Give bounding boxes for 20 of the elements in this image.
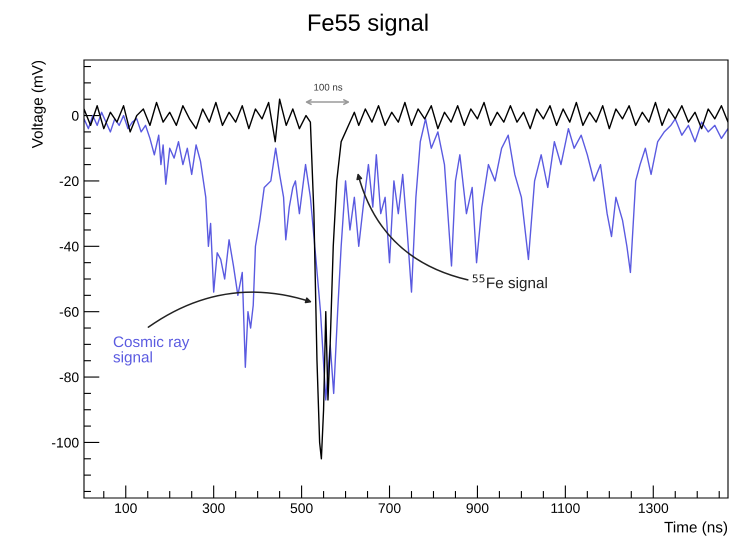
x-tick-label: 500 <box>290 503 313 514</box>
annotation: Cosmic ray signal <box>113 336 190 366</box>
annotation: 100 ns <box>314 84 342 91</box>
x-tick-label: 1100 <box>551 503 580 514</box>
x-tick-label: 700 <box>378 503 401 514</box>
x-tick-label: 1300 <box>638 503 668 514</box>
y-tick-label: -100 <box>52 438 79 448</box>
y-tick-label: 0 <box>72 110 79 121</box>
x-tick-label: 900 <box>466 503 488 514</box>
x-tick-label: 100 <box>115 503 137 514</box>
x-axis-title: Time (ns) <box>664 521 728 536</box>
y-tick-label: -40 <box>60 242 79 252</box>
y-axis-title: Voltage (mV) <box>32 60 46 148</box>
line-series <box>84 112 728 401</box>
annotation: $^{55}$Fe signal <box>472 274 547 292</box>
y-tick-label: -60 <box>60 307 79 317</box>
chart-title: Fe55 signal <box>308 14 428 36</box>
y-tick-label: -80 <box>60 372 79 382</box>
x-tick-label: 300 <box>202 503 225 514</box>
y-tick-label: -20 <box>60 176 79 186</box>
